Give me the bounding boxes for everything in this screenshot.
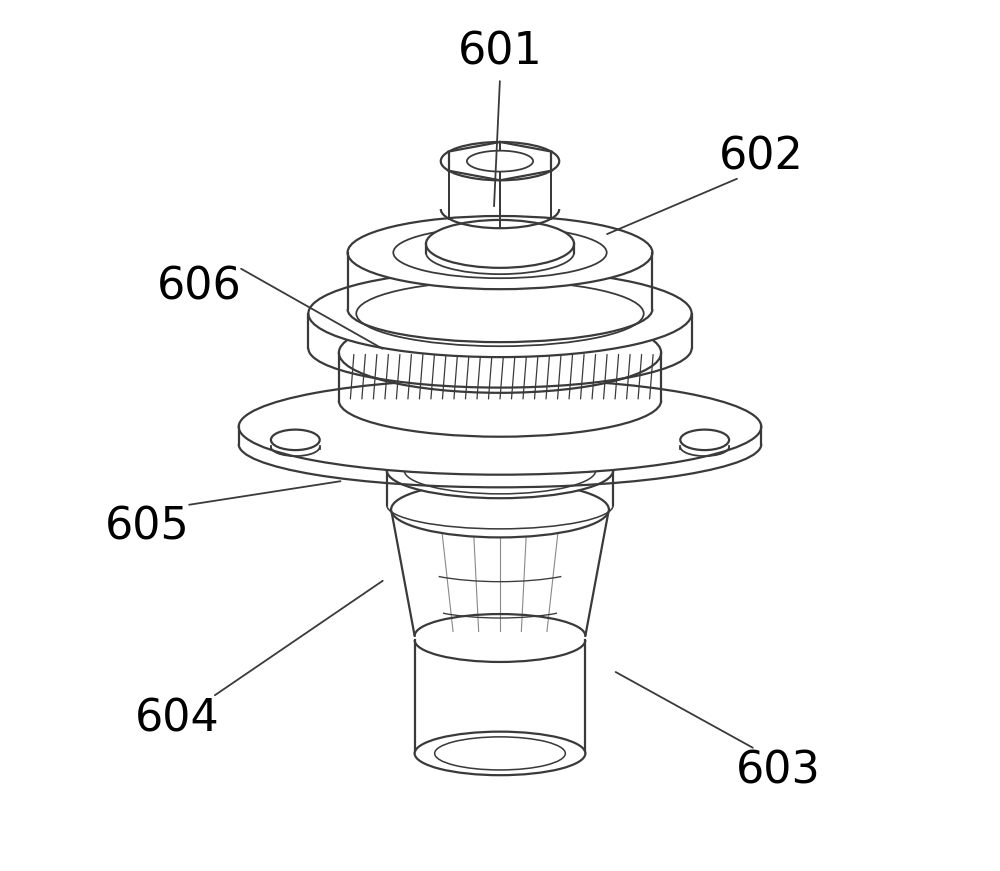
Text: 601: 601 <box>458 30 542 74</box>
Ellipse shape <box>239 379 761 475</box>
Ellipse shape <box>391 482 609 537</box>
Ellipse shape <box>467 151 533 172</box>
Ellipse shape <box>308 270 692 357</box>
Ellipse shape <box>393 227 607 278</box>
Text: 603: 603 <box>736 749 821 793</box>
Ellipse shape <box>415 732 585 775</box>
Ellipse shape <box>356 280 644 347</box>
Ellipse shape <box>426 220 574 268</box>
Ellipse shape <box>348 216 652 289</box>
Ellipse shape <box>271 429 320 450</box>
Ellipse shape <box>404 447 596 494</box>
Text: 604: 604 <box>135 697 220 740</box>
Ellipse shape <box>435 737 565 770</box>
Text: 602: 602 <box>719 135 804 179</box>
Ellipse shape <box>441 142 559 180</box>
Text: 605: 605 <box>105 505 190 549</box>
Ellipse shape <box>680 429 729 450</box>
Text: 606: 606 <box>157 266 242 309</box>
Ellipse shape <box>339 313 661 393</box>
Ellipse shape <box>387 442 613 498</box>
